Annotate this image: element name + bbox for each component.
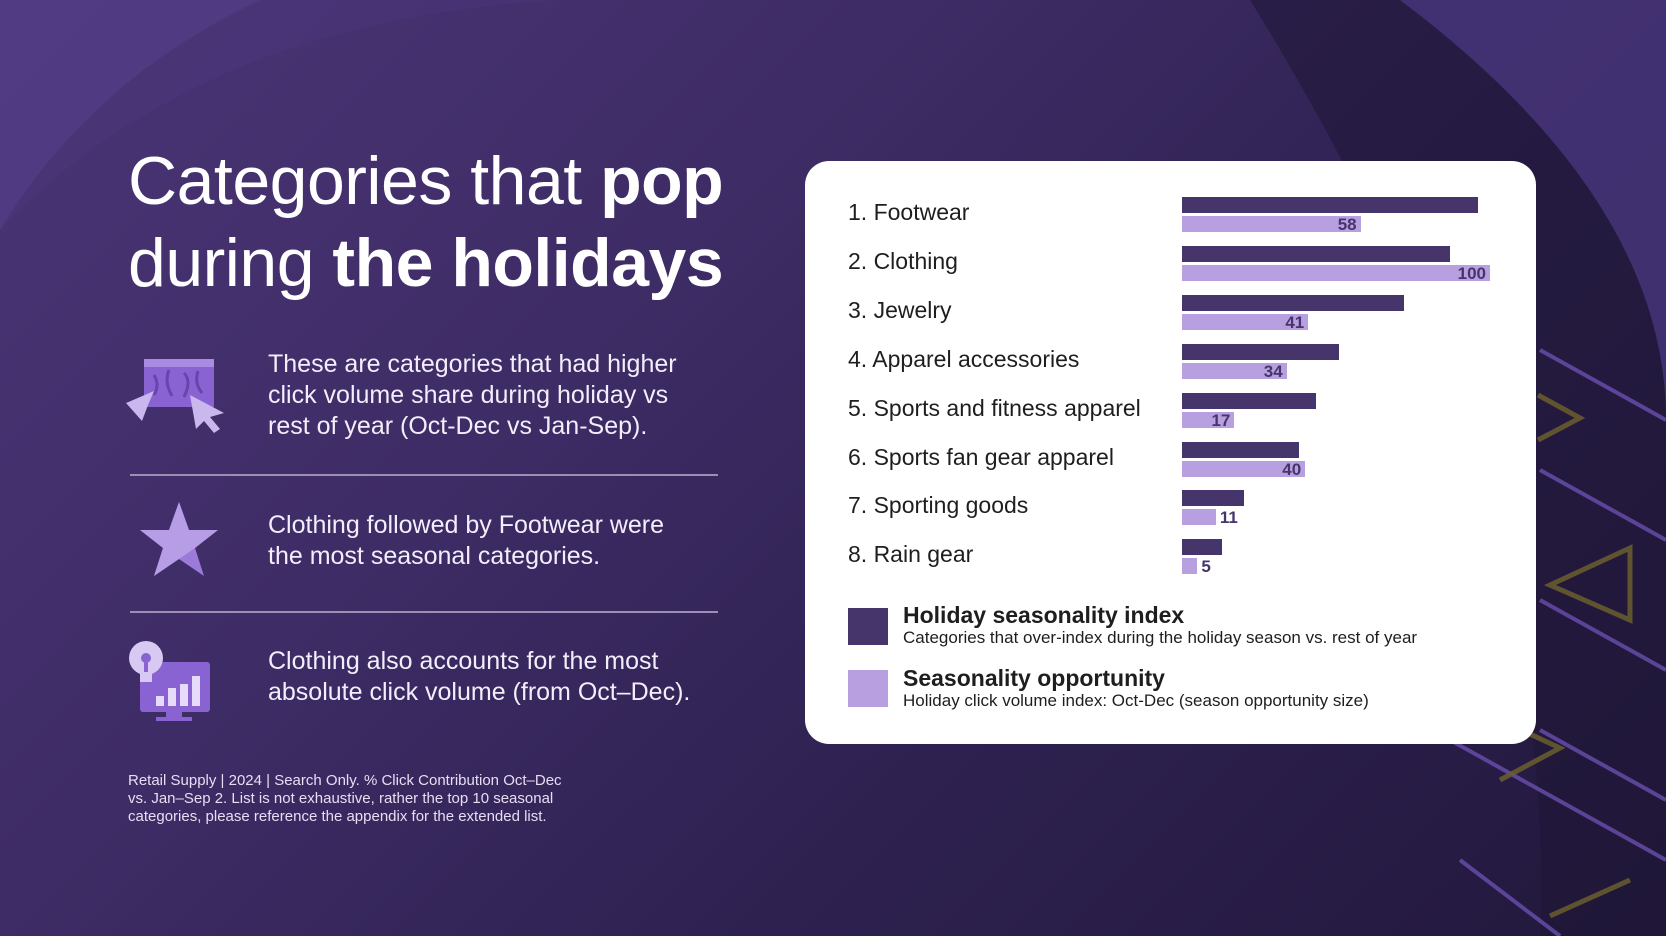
insight-line: Clothing also accounts for the most — [268, 647, 659, 675]
bar-seasonality-index — [1182, 392, 1316, 409]
bar-seasonality-opportunity — [1182, 509, 1216, 526]
bar-seasonality-index — [1182, 539, 1223, 556]
insight-text-3: Clothing also accounts for the most abso… — [268, 646, 690, 708]
category-label: 4. Apparel accessories — [848, 345, 1080, 372]
data-label: 41 — [1285, 312, 1305, 332]
category-label: 1. Footwear — [848, 199, 970, 225]
product-click-icon — [126, 359, 224, 433]
bar-seasonality-index — [1182, 245, 1450, 262]
category-label: 2. Clothing — [848, 247, 958, 274]
footnote-line: vs. Jan–Sep 2. List is not exhaustive, r… — [128, 790, 554, 807]
footnote-line: Retail Supply | 2024 | Search Only. % Cl… — [128, 772, 562, 789]
insight-text-2: Clothing followed by Footwear were the m… — [268, 510, 664, 572]
insight-line: These are categories that had higher — [268, 350, 677, 378]
title-text: Categories that — [128, 143, 601, 219]
insight-line: Clothing followed by Footwear were — [268, 511, 665, 539]
legend-title: Seasonality opportunity — [903, 665, 1165, 691]
divider — [130, 611, 718, 613]
category-label: 6. Sports fan gear apparel — [848, 443, 1114, 470]
star-icon — [140, 502, 218, 576]
legend-title: Holiday seasonality index — [903, 602, 1185, 628]
footnote: Retail Supply | 2024 | Search Only. % Cl… — [128, 772, 598, 826]
bar-seasonality-index — [1182, 490, 1244, 507]
footnote-line: categories, please reference the appendi… — [128, 808, 547, 825]
insight-line: absolute click volume (from Oct–Dec). — [268, 678, 691, 706]
title-bold: pop — [600, 143, 724, 219]
data-label: 34 — [1263, 361, 1283, 381]
data-label: 5 — [1201, 557, 1211, 577]
bar-seasonality-opportunity — [1182, 558, 1198, 575]
legend-swatch-seasonality-opportunity — [848, 670, 888, 707]
data-label: 11 — [1219, 508, 1238, 528]
legend-swatch-seasonality-index — [848, 608, 888, 645]
insight-line: rest of year (Oct-Dec vs Jan-Sep). — [268, 412, 648, 440]
bar-seasonality-index — [1182, 343, 1340, 360]
insight-text-1: These are categories that had higher cli… — [268, 349, 677, 442]
bar-seasonality-opportunity — [1182, 362, 1287, 379]
page-title: Categories that pop during the holidays — [128, 140, 724, 304]
data-label: 100 — [1457, 263, 1486, 283]
monitor-chart-lightbulb-icon — [129, 641, 210, 721]
category-label: 3. Jewelry — [848, 296, 952, 323]
insight-line: the most seasonal categories. — [268, 542, 601, 570]
category-label: 5. Sports and fitness apparel — [848, 394, 1141, 421]
data-label: 58 — [1337, 215, 1357, 234]
bar-seasonality-opportunity — [1182, 264, 1490, 281]
data-label: 17 — [1211, 410, 1231, 430]
category-label: 8. Rain gear — [848, 541, 974, 568]
title-bold: the holidays — [332, 225, 724, 301]
bar-seasonality-opportunity — [1182, 216, 1361, 232]
category-label: 7. Sporting goods — [848, 492, 1029, 519]
chart-card: 1. Footwear 58 2. Clothing 100 3. Jewelry 41 4… — [805, 161, 1536, 744]
bar-seasonality-opportunity — [1182, 460, 1306, 477]
divider — [130, 474, 718, 476]
title-text: during — [128, 225, 333, 301]
legend-description: Categories that over-index during the ho… — [903, 628, 1418, 647]
insight-line: click volume share during holiday vs — [268, 381, 669, 409]
legend-description: Holiday click volume index: Oct-Dec (sea… — [903, 691, 1369, 710]
bar-seasonality-opportunity — [1182, 411, 1235, 428]
bar-seasonality-index — [1182, 441, 1300, 458]
bar-seasonality-opportunity — [1182, 313, 1309, 330]
bar-seasonality-index — [1182, 197, 1478, 213]
bar-seasonality-index — [1182, 294, 1404, 311]
data-label: 40 — [1282, 459, 1302, 479]
